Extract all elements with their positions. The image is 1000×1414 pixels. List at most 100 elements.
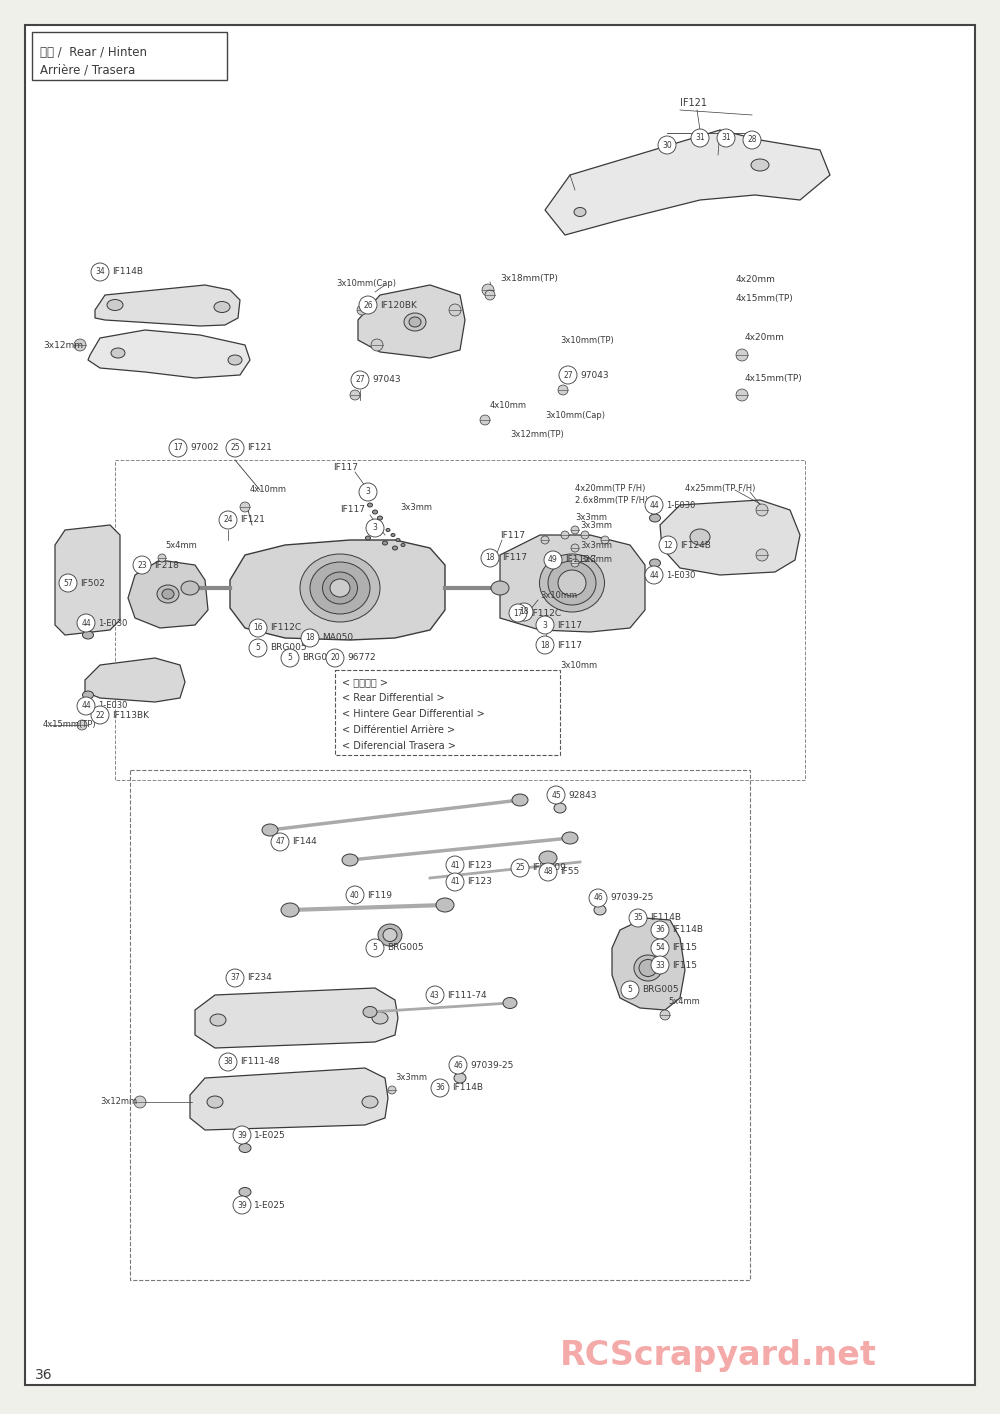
- Circle shape: [571, 526, 579, 534]
- Circle shape: [481, 549, 499, 567]
- Text: 4x20mm(TP F/H): 4x20mm(TP F/H): [575, 484, 645, 492]
- Circle shape: [226, 969, 244, 987]
- Text: IF117: IF117: [557, 621, 582, 629]
- Circle shape: [651, 921, 669, 939]
- Text: IF502: IF502: [80, 578, 105, 587]
- Ellipse shape: [751, 158, 769, 171]
- Circle shape: [449, 1056, 467, 1075]
- Circle shape: [91, 263, 109, 281]
- Text: 3: 3: [373, 523, 377, 533]
- Circle shape: [219, 510, 237, 529]
- Circle shape: [485, 290, 495, 300]
- Text: 3x10mm: 3x10mm: [560, 660, 597, 669]
- Text: 5: 5: [373, 943, 377, 953]
- Text: 5x4mm: 5x4mm: [668, 997, 700, 1007]
- Text: 5: 5: [288, 653, 292, 663]
- Text: 4x15mm(TP): 4x15mm(TP): [745, 373, 803, 383]
- Ellipse shape: [396, 539, 400, 542]
- Ellipse shape: [392, 546, 398, 550]
- Ellipse shape: [650, 515, 660, 522]
- Ellipse shape: [239, 1144, 251, 1152]
- Text: 26: 26: [363, 301, 373, 310]
- Circle shape: [651, 939, 669, 957]
- Ellipse shape: [539, 851, 557, 865]
- Circle shape: [645, 566, 663, 584]
- Text: 3x3mm: 3x3mm: [575, 513, 607, 523]
- Ellipse shape: [554, 803, 566, 813]
- Text: 3x10mm(Cap): 3x10mm(Cap): [545, 410, 605, 420]
- Ellipse shape: [594, 905, 606, 915]
- Text: BRG005: BRG005: [270, 643, 307, 652]
- Text: 30: 30: [662, 140, 672, 150]
- Text: 16: 16: [253, 624, 263, 632]
- Ellipse shape: [310, 561, 370, 614]
- Circle shape: [357, 305, 367, 315]
- Ellipse shape: [366, 536, 370, 540]
- Text: 41: 41: [450, 878, 460, 887]
- Circle shape: [74, 339, 86, 351]
- Text: IF111-74: IF111-74: [447, 990, 487, 1000]
- Ellipse shape: [540, 554, 604, 612]
- Text: 3x3mm: 3x3mm: [580, 540, 612, 550]
- Text: IF234: IF234: [247, 973, 272, 983]
- Text: BRG005: BRG005: [302, 653, 339, 663]
- Text: 28: 28: [747, 136, 757, 144]
- Text: 97043: 97043: [580, 370, 609, 379]
- Circle shape: [544, 551, 562, 568]
- Text: 33: 33: [655, 960, 665, 970]
- Ellipse shape: [362, 1096, 378, 1109]
- Text: IF114B: IF114B: [672, 926, 703, 935]
- Text: 4x25mm(TP F/H): 4x25mm(TP F/H): [685, 484, 755, 492]
- Text: IFW109: IFW109: [532, 864, 566, 872]
- Ellipse shape: [503, 997, 517, 1008]
- Text: 4x10mm: 4x10mm: [250, 485, 287, 495]
- Ellipse shape: [382, 542, 388, 544]
- Circle shape: [431, 1079, 449, 1097]
- Polygon shape: [612, 918, 685, 1010]
- Text: IF119: IF119: [367, 891, 392, 899]
- Ellipse shape: [107, 300, 123, 311]
- Text: 25: 25: [230, 444, 240, 452]
- Ellipse shape: [409, 317, 421, 327]
- Ellipse shape: [368, 503, 372, 508]
- Circle shape: [515, 602, 533, 621]
- Text: < リヤデフ >: < リヤデフ >: [342, 677, 388, 687]
- Text: 12: 12: [663, 540, 673, 550]
- Text: 17: 17: [513, 608, 523, 618]
- Circle shape: [449, 304, 461, 315]
- Text: 35: 35: [633, 913, 643, 922]
- Text: 24: 24: [223, 516, 233, 525]
- Text: 1-E030: 1-E030: [98, 618, 127, 628]
- Circle shape: [743, 132, 761, 148]
- Text: 43: 43: [430, 990, 440, 1000]
- Circle shape: [169, 438, 187, 457]
- Text: 1-E025: 1-E025: [254, 1131, 286, 1140]
- Text: 2.6x8mm(TP F/H): 2.6x8mm(TP F/H): [575, 495, 648, 505]
- Ellipse shape: [363, 1007, 377, 1018]
- Polygon shape: [190, 1068, 388, 1130]
- Text: 3: 3: [543, 621, 547, 629]
- Circle shape: [736, 389, 748, 402]
- Text: 31: 31: [695, 133, 705, 143]
- Bar: [335, 670, 560, 755]
- Ellipse shape: [574, 208, 586, 216]
- Ellipse shape: [342, 854, 358, 865]
- Circle shape: [134, 1096, 146, 1109]
- Ellipse shape: [214, 301, 230, 312]
- Text: 44: 44: [649, 501, 659, 509]
- Ellipse shape: [162, 590, 174, 600]
- Text: 97043: 97043: [372, 376, 401, 385]
- Text: BRG005: BRG005: [387, 943, 424, 953]
- Text: IF55: IF55: [560, 868, 579, 877]
- Text: 27: 27: [355, 376, 365, 385]
- Circle shape: [219, 1053, 237, 1070]
- Circle shape: [371, 339, 383, 351]
- Circle shape: [446, 855, 464, 874]
- Circle shape: [601, 536, 609, 544]
- Circle shape: [480, 414, 490, 426]
- Circle shape: [59, 574, 77, 592]
- Text: 97039-25: 97039-25: [610, 894, 653, 902]
- Bar: [130, 771, 750, 1280]
- Text: 18: 18: [485, 553, 495, 563]
- Text: 44: 44: [649, 570, 659, 580]
